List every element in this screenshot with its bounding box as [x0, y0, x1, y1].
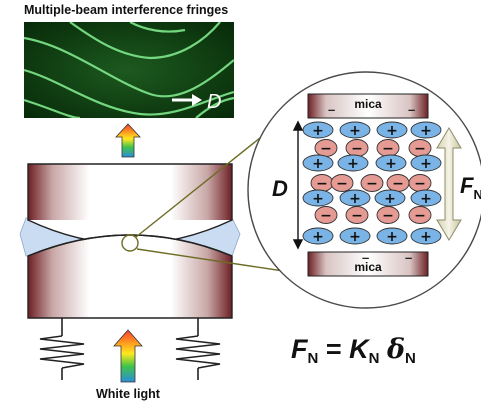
fringes-title: Multiple-beam interference fringes [24, 3, 229, 17]
eq-equals: = [325, 334, 342, 364]
rainbow-arrow-icon [115, 123, 141, 158]
mica-bottom-charge: – [405, 250, 412, 265]
anion-sign: − [316, 176, 328, 192]
cation-sign: + [349, 123, 361, 139]
fringe-arrow-label: D [207, 91, 221, 113]
cation [410, 154, 442, 172]
cation-sign: + [347, 156, 359, 172]
cation [376, 227, 408, 245]
fringe-arrow-icon [172, 94, 202, 106]
cation-sign: + [420, 229, 432, 245]
eq-force-sub: N [307, 350, 319, 367]
anion [360, 174, 384, 192]
fringe-line [69, 22, 221, 60]
anion-sign: − [414, 208, 426, 224]
fringe-line [24, 36, 234, 98]
eq-k-sub: N [368, 350, 380, 367]
lower-disk [27, 234, 233, 319]
cation [302, 227, 334, 245]
cation [337, 154, 369, 172]
anion [314, 206, 338, 224]
cation-sign: + [384, 191, 396, 207]
anion [408, 206, 432, 224]
cation-sign: + [386, 229, 398, 245]
contact-zone-marker [121, 234, 139, 252]
fringe-line [24, 68, 234, 116]
cation-sign: + [385, 156, 397, 172]
anion-sign: − [392, 176, 404, 192]
cation-sign: + [420, 191, 432, 207]
fringe-line [129, 22, 186, 33]
cation [302, 154, 334, 172]
anion [330, 174, 354, 192]
upper-disk [27, 163, 233, 229]
double-arrow-icon [436, 127, 462, 241]
cation-sign: + [312, 123, 324, 139]
spring-icon [175, 318, 221, 380]
white-light-caption: White light [96, 387, 160, 401]
anion-sign: − [366, 176, 378, 192]
mica-bottom-label: mica [354, 260, 382, 274]
mica-bottom [307, 251, 429, 277]
anion-sign: − [414, 176, 426, 192]
cation [410, 121, 442, 139]
anion-sign: − [351, 208, 363, 224]
anion-sign: − [414, 141, 426, 157]
springs [39, 318, 221, 380]
connector-line [136, 248, 291, 273]
cation-sign: + [420, 123, 432, 139]
cation-sign: + [312, 191, 324, 207]
cation [374, 189, 406, 207]
cation-sign: + [349, 191, 361, 207]
anion-sign: − [336, 176, 348, 192]
eq-delta-sub: N [405, 350, 416, 367]
rainbow-arrow-icon [113, 329, 143, 383]
separation-arrow [292, 120, 304, 250]
anion [345, 206, 369, 224]
cation-sign: + [386, 123, 398, 139]
anion-sign: − [351, 141, 363, 157]
cation [302, 189, 334, 207]
force-equation: FN = KN δN [291, 334, 416, 367]
separation-label: D [272, 176, 288, 201]
spring-icon [39, 318, 85, 380]
eq-delta-symbol: δ [387, 334, 406, 365]
anion [376, 206, 400, 224]
cation [339, 121, 371, 139]
force-label: FN [460, 173, 481, 202]
anion-sign: − [382, 141, 394, 157]
cation-sign: + [312, 229, 324, 245]
anion-sign: − [382, 208, 394, 224]
magnified-view: + + + +− − − −+ + + +− − − − −+ + + +− − − −+ + + + – – – – mi… [247, 71, 481, 309]
cation-sign: + [349, 229, 361, 245]
fringe-line [195, 96, 234, 118]
fringe-image [24, 22, 234, 118]
anion-sign: − [320, 141, 332, 157]
cation [339, 227, 371, 245]
fringe-line [24, 98, 81, 118]
lens-assembly [19, 163, 241, 319]
eq-force-symbol: F [291, 334, 308, 364]
mica-top [307, 93, 429, 119]
mica-top-charge: – [408, 102, 415, 117]
anion-sign: − [320, 208, 332, 224]
cation [410, 189, 442, 207]
cation [339, 189, 371, 207]
cation [410, 227, 442, 245]
cation-sign: + [420, 156, 432, 172]
mica-top-label: mica [354, 97, 382, 111]
cation [302, 121, 334, 139]
cation [375, 154, 407, 172]
cation-sign: + [312, 156, 324, 172]
cation [376, 121, 408, 139]
mica-bottom-charge: – [362, 250, 369, 265]
eq-k-symbol: K [349, 334, 369, 364]
mica-top-charge: – [328, 102, 335, 117]
